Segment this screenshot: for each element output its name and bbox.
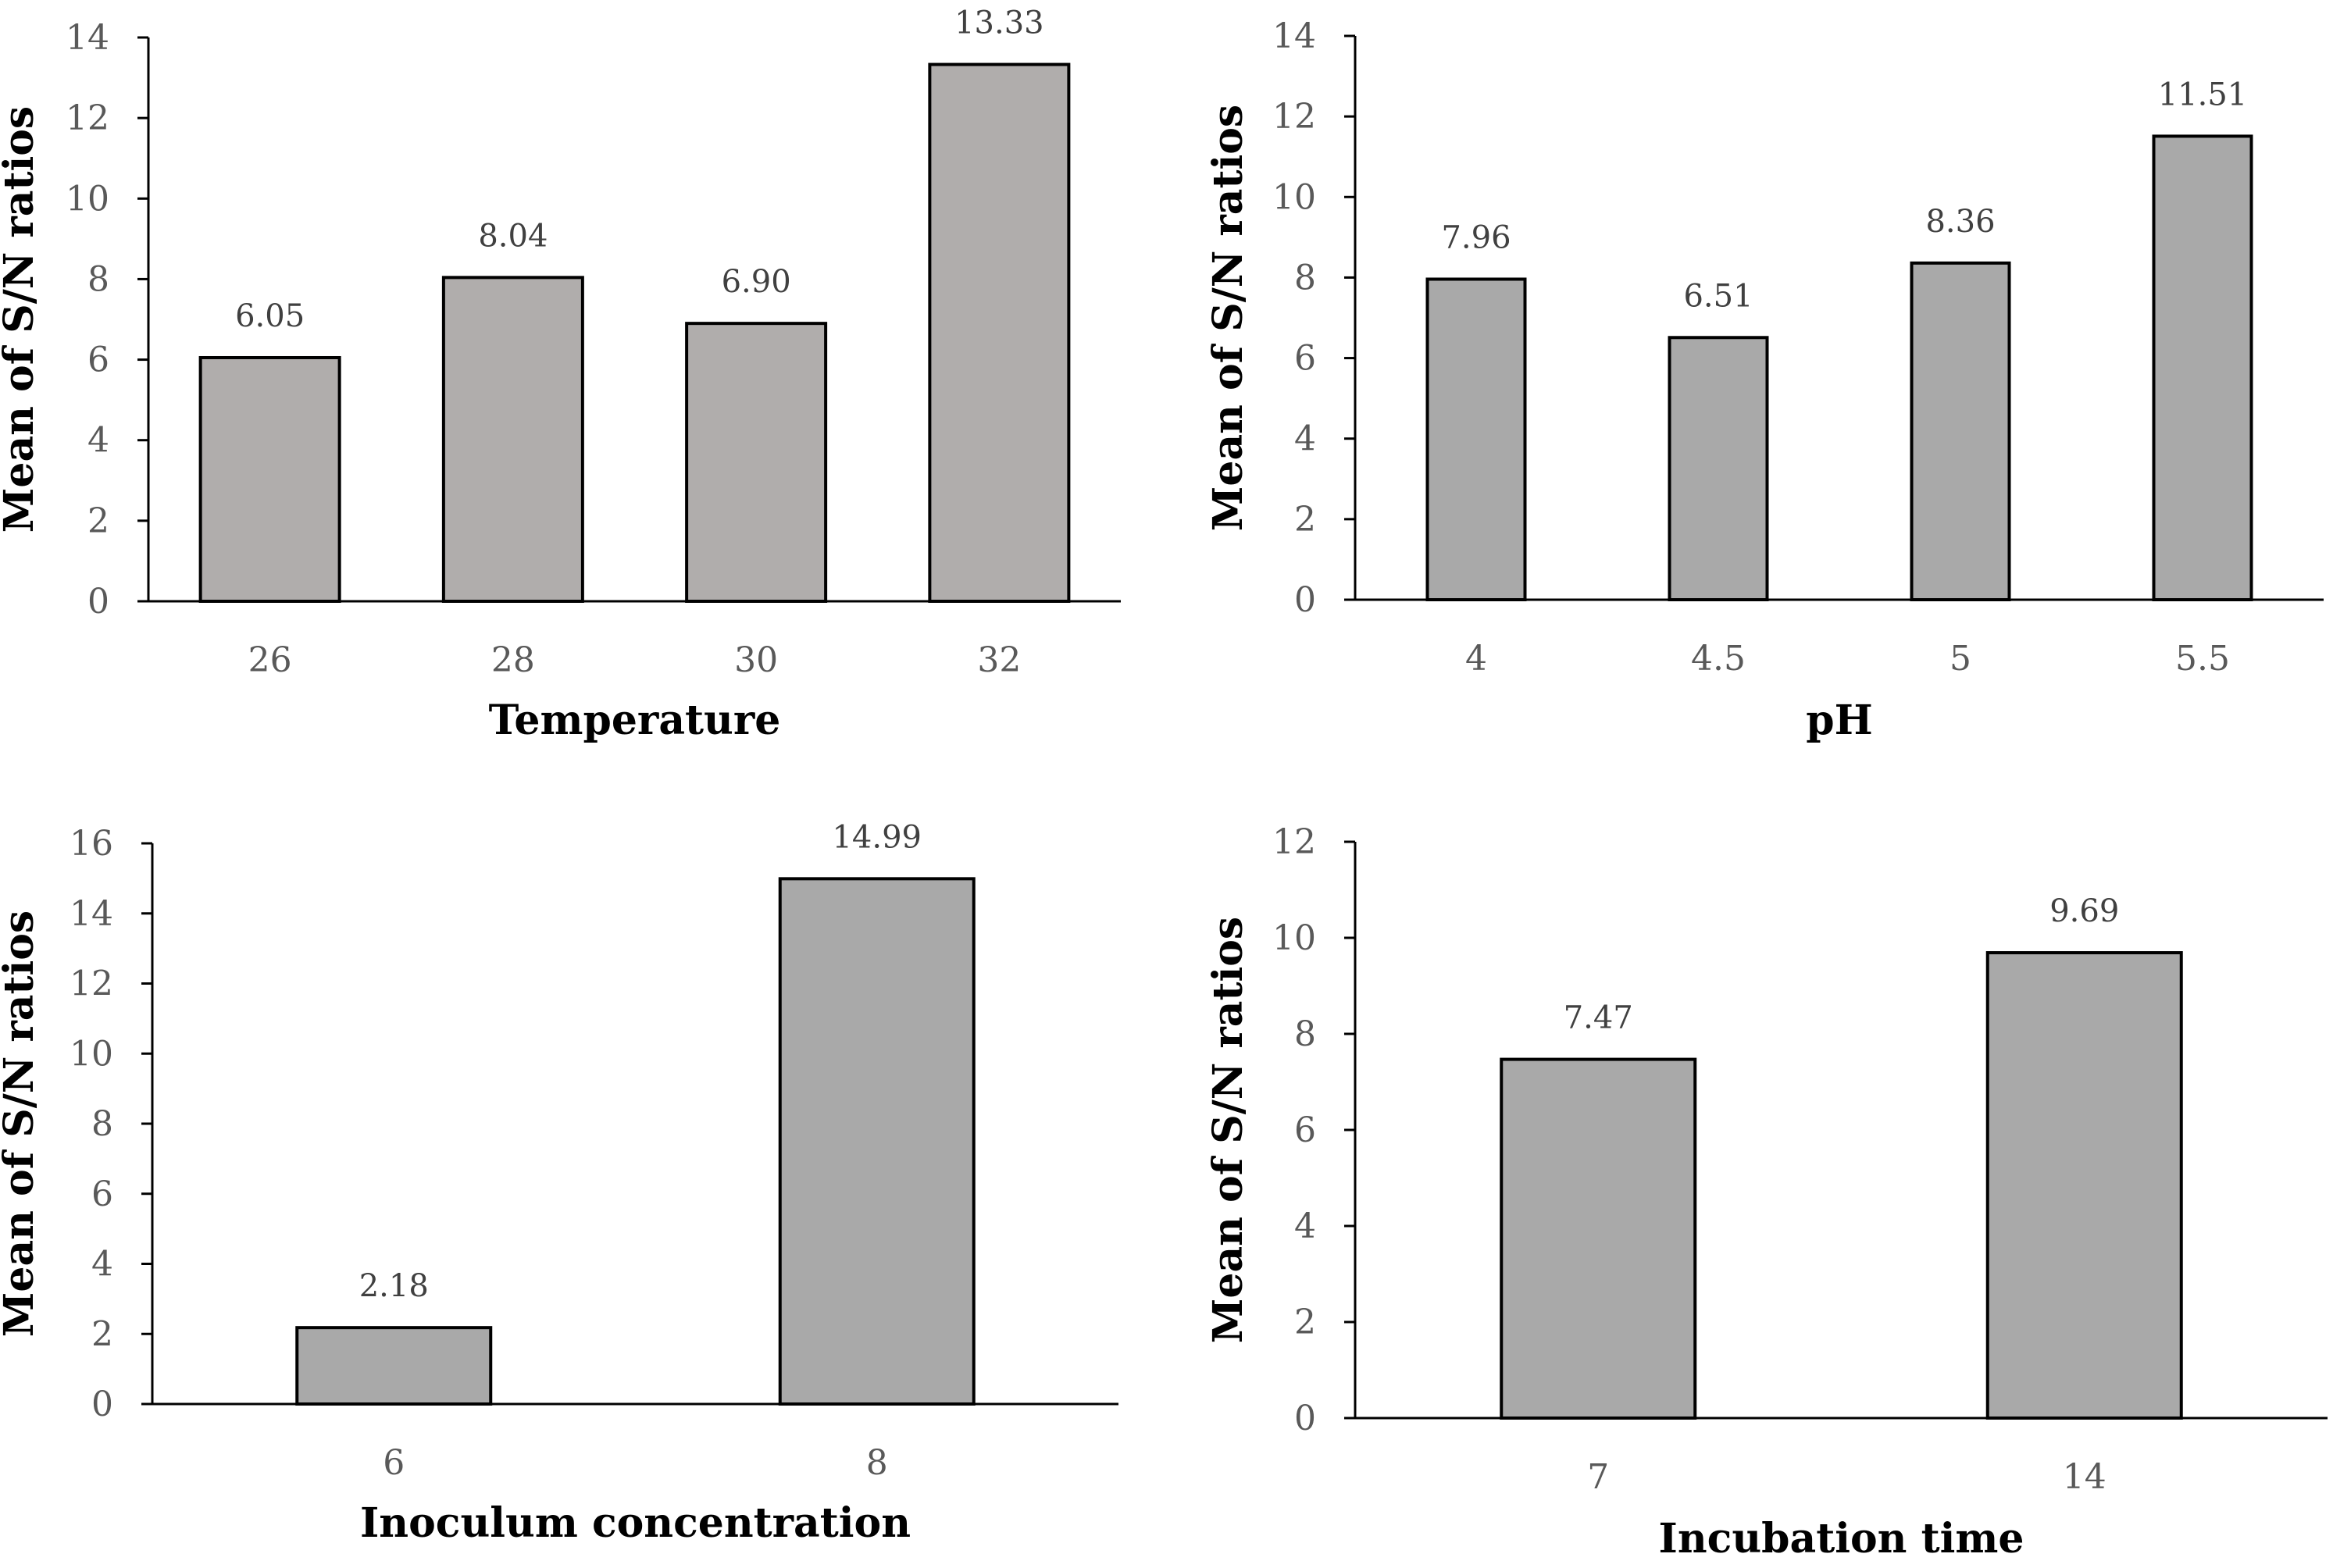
bar-4 — [1425, 277, 1527, 601]
data-label: 8.36 — [1925, 204, 1995, 240]
y-tick-label: 0 — [87, 582, 109, 622]
x-tick-label: 4 — [1465, 639, 1487, 679]
y-tick-label: 2 — [1294, 500, 1316, 540]
bar-30 — [685, 322, 828, 603]
y-tick-label: 12 — [1272, 822, 1316, 862]
y-tick-label: 10 — [1272, 918, 1316, 958]
y-tick-label: 8 — [1294, 258, 1316, 298]
data-label: 9.69 — [2049, 893, 2119, 929]
y-tick-label: 6 — [87, 340, 109, 380]
y-tick-label: 16 — [70, 824, 113, 864]
bar-32 — [928, 62, 1071, 603]
x-tick-label: 6 — [383, 1443, 405, 1483]
y-tick-label: 4 — [1294, 419, 1316, 459]
data-label: 6.90 — [722, 264, 791, 300]
x-tick-label: 26 — [248, 640, 292, 680]
x-axis-title: Inoculum concentration — [360, 1499, 911, 1547]
chart-temperature: 0 2 4 6 8 10 12 14 6.05 26 8.04 28 6.90 30 13.33 32 Temp… — [0, 5, 1121, 744]
x-axis-title: Temperature — [489, 697, 781, 744]
y-tick-label: 10 — [1272, 177, 1316, 217]
data-label: 7.47 — [1564, 1000, 1633, 1036]
y-tick-label: 0 — [1294, 580, 1316, 620]
y-axis-title: Mean of S/N ratios — [0, 106, 43, 533]
bar-7 — [1500, 1057, 1697, 1420]
data-label: 2.18 — [359, 1268, 429, 1304]
y-axis-title: Mean of S/N ratios — [1204, 917, 1252, 1343]
y-tick-label: 4 — [1294, 1206, 1316, 1246]
bar-6 — [295, 1326, 493, 1406]
data-label: 8.04 — [478, 218, 548, 254]
data-label: 13.33 — [954, 5, 1044, 41]
x-axis-title: pH — [1806, 697, 1873, 744]
x-axis-title: Incubation time — [1659, 1515, 2024, 1563]
y-tick-label: 10 — [66, 179, 109, 219]
data-label: 11.51 — [2158, 77, 2248, 112]
data-label: 7.96 — [1441, 219, 1511, 255]
x-tick-label: 5 — [1950, 639, 1971, 679]
y-tick-label: 6 — [1294, 1110, 1316, 1150]
bar-14 — [1985, 951, 2183, 1420]
data-label: 6.05 — [235, 298, 305, 334]
y-tick-label: 6 — [1294, 339, 1316, 379]
bar-5 — [1910, 261, 2011, 601]
x-tick-label: 5.5 — [2175, 639, 2230, 679]
y-tick-label: 14 — [1272, 16, 1316, 56]
y-tick-label: 8 — [1294, 1014, 1316, 1054]
y-tick-label: 2 — [87, 501, 109, 541]
bar-8 — [778, 877, 976, 1406]
bar-26 — [198, 355, 341, 603]
y-tick-label: 12 — [66, 98, 109, 138]
y-axis-title: Mean of S/N ratios — [1204, 105, 1252, 531]
y-tick-label: 0 — [1294, 1399, 1316, 1438]
y-tick-label: 8 — [87, 259, 109, 299]
x-tick-label: 32 — [977, 640, 1021, 680]
y-tick-label: 12 — [1272, 97, 1316, 137]
data-label: 6.51 — [1683, 278, 1753, 314]
chart-incubation-time: 0 2 4 6 8 10 12 7.47 7 9.69 14 Incubation time Mean … — [1204, 822, 2328, 1563]
y-tick-label: 4 — [87, 421, 109, 461]
chart-inoculum-concentration: 0 2 4 6 8 10 12 14 16 2.18 6 14.99 8 Inoculum concent… — [0, 819, 1118, 1547]
data-label: 14.99 — [832, 819, 922, 855]
bar-5.5 — [2152, 134, 2253, 602]
y-tick-label: 14 — [70, 894, 113, 934]
y-tick-label: 14 — [66, 18, 109, 58]
y-tick-label: 2 — [91, 1314, 113, 1354]
y-tick-label: 8 — [91, 1104, 113, 1144]
y-tick-label: 12 — [70, 964, 113, 1004]
x-tick-label: 7 — [1587, 1457, 1609, 1497]
x-tick-label: 28 — [491, 640, 535, 680]
bar-4.5 — [1668, 336, 1769, 601]
y-tick-label: 10 — [70, 1034, 113, 1074]
x-tick-label: 14 — [2063, 1457, 2106, 1497]
chart-ph: 0 2 4 6 8 10 12 14 7.96 4 6.51 4.5 8.36 5 11.51 5.5 pH Me… — [1204, 16, 2324, 744]
x-tick-label: 8 — [866, 1443, 888, 1483]
y-tick-label: 4 — [91, 1245, 113, 1285]
x-tick-label: 4.5 — [1691, 639, 1746, 679]
y-tick-label: 0 — [91, 1384, 113, 1424]
y-axis-title: Mean of S/N ratios — [0, 911, 43, 1337]
bar-28 — [441, 276, 584, 603]
y-tick-label: 2 — [1294, 1303, 1316, 1342]
y-tick-label: 6 — [91, 1174, 113, 1214]
x-tick-label: 30 — [734, 640, 778, 680]
